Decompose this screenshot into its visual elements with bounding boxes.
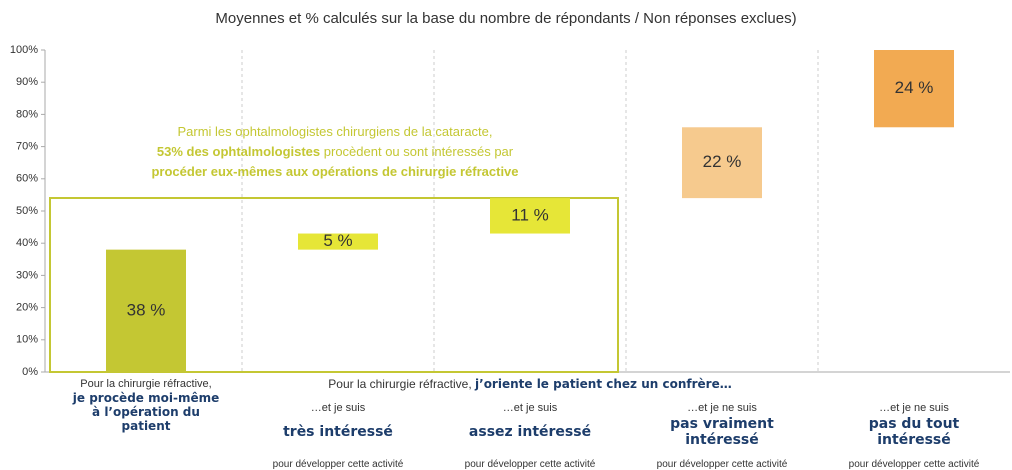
group-label: Pour la chirurgie réfractive, j’oriente … — [242, 378, 818, 391]
category-label: pas du tout intéressé — [868, 416, 960, 448]
category-suffix: pour développer cette activité — [272, 459, 404, 470]
value-label: 38 % — [127, 300, 166, 319]
annotation-bold: procéder eux-mêmes aux opérations de chi… — [151, 164, 519, 179]
value-label: 5 % — [323, 231, 352, 250]
category-suffix: pour développer cette activité — [464, 459, 596, 470]
y-tick-label: 100% — [10, 44, 38, 56]
group-prefix: Pour la chirurgie réfractive, — [328, 377, 472, 391]
category-label: très intéressé — [283, 424, 393, 440]
category-suffix: pour développer cette activité — [656, 459, 788, 470]
y-tick-label: 70% — [16, 141, 38, 153]
y-tick-label: 20% — [16, 302, 38, 314]
bar — [874, 50, 954, 128]
category-label: assez intéressé — [468, 424, 592, 440]
category-prefix: …et je ne suis — [879, 402, 949, 414]
y-tick-label: 40% — [16, 237, 38, 249]
bar — [490, 198, 570, 234]
y-tick-label: 50% — [16, 205, 38, 217]
value-label: 24 % — [895, 78, 934, 97]
annotation-bold: 53% des ophtalmologistes — [156, 144, 321, 159]
category-suffix: pour développer cette activité — [848, 459, 980, 470]
category-prefix: …et je ne suis — [687, 402, 757, 414]
annotation: Parmi les ophtalmologistes chirurgiens d… — [90, 122, 580, 182]
bar — [298, 233, 378, 250]
annotation-line: 53% des ophtalmologistes procèdent ou so… — [90, 142, 580, 162]
annotation-line: Parmi les ophtalmologistes chirurgiens d… — [177, 124, 493, 139]
highlight-box — [49, 197, 619, 373]
category-prefix: …et je suis — [310, 402, 366, 414]
category-prefix: …et je suis — [502, 402, 558, 414]
bar — [682, 127, 762, 199]
value-label: 11 % — [511, 205, 549, 224]
annotation-line: procéder eux-mêmes aux opérations de chi… — [90, 162, 580, 182]
category-label: pas vraiment intéressé — [670, 416, 774, 448]
category-prefix: Pour la chirurgie réfractive, — [80, 378, 212, 390]
y-tick-label: 80% — [16, 108, 38, 120]
annotation-text: procèdent ou sont intéressés par — [323, 144, 514, 159]
subtitle: Moyennes et % calculés sur la base du no… — [215, 10, 797, 27]
category-label: je procède moi-même à l’opération du pat… — [72, 391, 220, 433]
y-tick-label: 90% — [16, 76, 38, 88]
y-tick-label: 30% — [16, 269, 38, 281]
y-tick-label: 10% — [16, 334, 38, 346]
group-emphasis: j’oriente le patient chez un confrère… — [475, 377, 732, 391]
bar — [106, 249, 186, 372]
y-tick-label: 60% — [16, 173, 38, 185]
value-label: 22 % — [703, 152, 742, 171]
y-tick-label: 0% — [22, 366, 38, 378]
